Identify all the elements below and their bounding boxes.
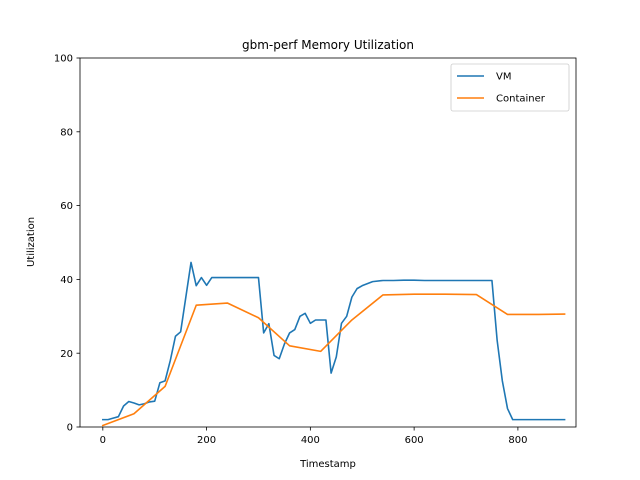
x-tick-label: 600: [405, 435, 424, 446]
plot-area: 0 200 400 600 800 0 20 40 60 80 100: [54, 54, 577, 446]
y-tick-label: 40: [60, 275, 73, 286]
legend-label-vm: VM: [496, 72, 511, 83]
y-tick-label: 20: [60, 349, 73, 360]
y-tick-label: 60: [60, 201, 73, 212]
x-tick-label: 0: [100, 435, 106, 446]
chart-title: gbm-perf Memory Utilization: [242, 38, 414, 52]
y-axis-label: Utilization: [26, 217, 37, 267]
x-tick-label: 800: [508, 435, 527, 446]
series-line-container: [101, 293, 566, 427]
x-axis-label: Timestamp: [299, 459, 356, 470]
x-tick-label: 200: [197, 435, 216, 446]
axes-frame: [79, 57, 577, 428]
chart-legend: VM Container: [450, 63, 570, 112]
series-line-vm: [102, 261, 566, 421]
y-tick-label: 0: [67, 423, 73, 434]
y-tick-label: 80: [60, 127, 73, 138]
legend-label-container: Container: [496, 94, 546, 105]
y-tick-label: 100: [54, 54, 73, 65]
x-tick-label: 400: [301, 435, 320, 446]
